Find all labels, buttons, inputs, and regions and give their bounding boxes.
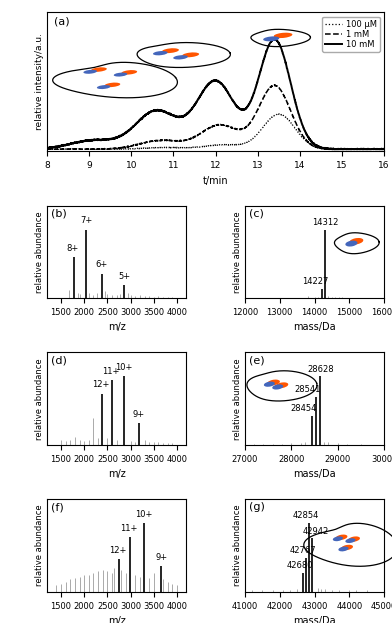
Ellipse shape	[345, 538, 356, 543]
Ellipse shape	[182, 52, 199, 57]
Ellipse shape	[83, 70, 97, 74]
Text: 10+: 10+	[136, 510, 153, 519]
Text: (g): (g)	[249, 502, 265, 512]
Text: 9+: 9+	[155, 553, 167, 562]
Ellipse shape	[97, 85, 111, 89]
Text: 28628: 28628	[307, 364, 334, 374]
Ellipse shape	[336, 535, 347, 540]
Y-axis label: relative abundance: relative abundance	[35, 358, 44, 440]
Legend: 100 μM, 1 mM, 10 mM: 100 μM, 1 mM, 10 mM	[322, 17, 380, 52]
Text: 14312: 14312	[312, 218, 339, 227]
Text: 10+: 10+	[116, 363, 133, 373]
Ellipse shape	[267, 379, 280, 386]
Text: (a): (a)	[54, 17, 69, 27]
Ellipse shape	[338, 546, 348, 551]
Y-axis label: relative abundance: relative abundance	[35, 211, 44, 293]
Y-axis label: relative abundance: relative abundance	[35, 505, 44, 586]
Y-axis label: relative abundance: relative abundance	[233, 211, 242, 293]
Ellipse shape	[345, 240, 358, 247]
Text: 12+: 12+	[109, 546, 126, 555]
X-axis label: mass/Da: mass/Da	[293, 469, 336, 479]
Text: 9+: 9+	[133, 410, 145, 419]
Ellipse shape	[122, 70, 137, 75]
X-axis label: t/min: t/min	[203, 176, 229, 186]
Text: 6+: 6+	[96, 260, 108, 269]
Ellipse shape	[272, 384, 283, 389]
Ellipse shape	[153, 51, 168, 55]
Ellipse shape	[349, 238, 363, 245]
Ellipse shape	[263, 36, 279, 41]
Text: (b): (b)	[51, 208, 67, 219]
X-axis label: m/z: m/z	[108, 323, 125, 333]
Text: 14227: 14227	[302, 277, 328, 286]
Text: 11+: 11+	[103, 367, 120, 376]
Ellipse shape	[173, 55, 188, 59]
X-axis label: m/z: m/z	[108, 469, 125, 479]
Y-axis label: relative abundance: relative abundance	[233, 505, 242, 586]
Ellipse shape	[348, 536, 360, 542]
Text: 8+: 8+	[67, 244, 79, 253]
Ellipse shape	[91, 67, 107, 72]
Text: (e): (e)	[249, 355, 265, 365]
Text: (f): (f)	[51, 502, 64, 512]
X-axis label: m/z: m/z	[108, 616, 125, 623]
Ellipse shape	[264, 381, 275, 387]
X-axis label: mass/Da: mass/Da	[293, 616, 336, 623]
Text: 42942: 42942	[303, 526, 329, 536]
Text: 42854: 42854	[293, 511, 319, 520]
Y-axis label: relative intensity/a.u.: relative intensity/a.u.	[35, 34, 44, 130]
Ellipse shape	[341, 545, 353, 550]
Text: 42680: 42680	[287, 561, 313, 570]
Ellipse shape	[333, 536, 343, 541]
Ellipse shape	[162, 48, 179, 53]
Text: 28541: 28541	[294, 385, 320, 394]
Ellipse shape	[114, 72, 127, 77]
Text: 12+: 12+	[92, 381, 109, 389]
Ellipse shape	[274, 32, 292, 38]
Y-axis label: relative abundance: relative abundance	[233, 358, 242, 440]
Text: 11+: 11+	[120, 524, 138, 533]
Text: 7+: 7+	[80, 216, 92, 226]
Text: 5+: 5+	[118, 272, 130, 281]
Ellipse shape	[276, 383, 288, 388]
Ellipse shape	[105, 83, 120, 87]
Text: 42767: 42767	[290, 546, 316, 555]
X-axis label: mass/Da: mass/Da	[293, 323, 336, 333]
Text: (d): (d)	[51, 355, 67, 365]
Text: 28454: 28454	[290, 404, 316, 414]
Text: (c): (c)	[249, 208, 264, 219]
